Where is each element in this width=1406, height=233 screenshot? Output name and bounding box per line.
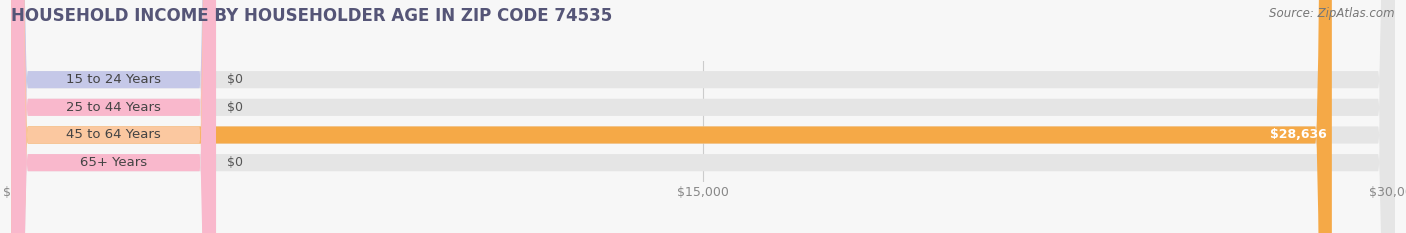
Text: HOUSEHOLD INCOME BY HOUSEHOLDER AGE IN ZIP CODE 74535: HOUSEHOLD INCOME BY HOUSEHOLDER AGE IN Z… (11, 7, 613, 25)
Text: $0: $0 (228, 73, 243, 86)
FancyBboxPatch shape (11, 0, 1331, 233)
Text: 45 to 64 Years: 45 to 64 Years (66, 128, 162, 141)
FancyBboxPatch shape (11, 0, 1395, 233)
Text: 25 to 44 Years: 25 to 44 Years (66, 101, 162, 114)
FancyBboxPatch shape (11, 0, 1395, 233)
FancyBboxPatch shape (11, 0, 217, 233)
Text: 65+ Years: 65+ Years (80, 156, 148, 169)
Text: $0: $0 (228, 101, 243, 114)
FancyBboxPatch shape (11, 0, 217, 233)
FancyBboxPatch shape (11, 0, 1395, 233)
Text: $0: $0 (228, 156, 243, 169)
FancyBboxPatch shape (11, 0, 1395, 233)
FancyBboxPatch shape (11, 0, 217, 233)
Text: Source: ZipAtlas.com: Source: ZipAtlas.com (1270, 7, 1395, 20)
Text: $28,636: $28,636 (1270, 128, 1326, 141)
FancyBboxPatch shape (11, 0, 217, 233)
Text: 15 to 24 Years: 15 to 24 Years (66, 73, 162, 86)
